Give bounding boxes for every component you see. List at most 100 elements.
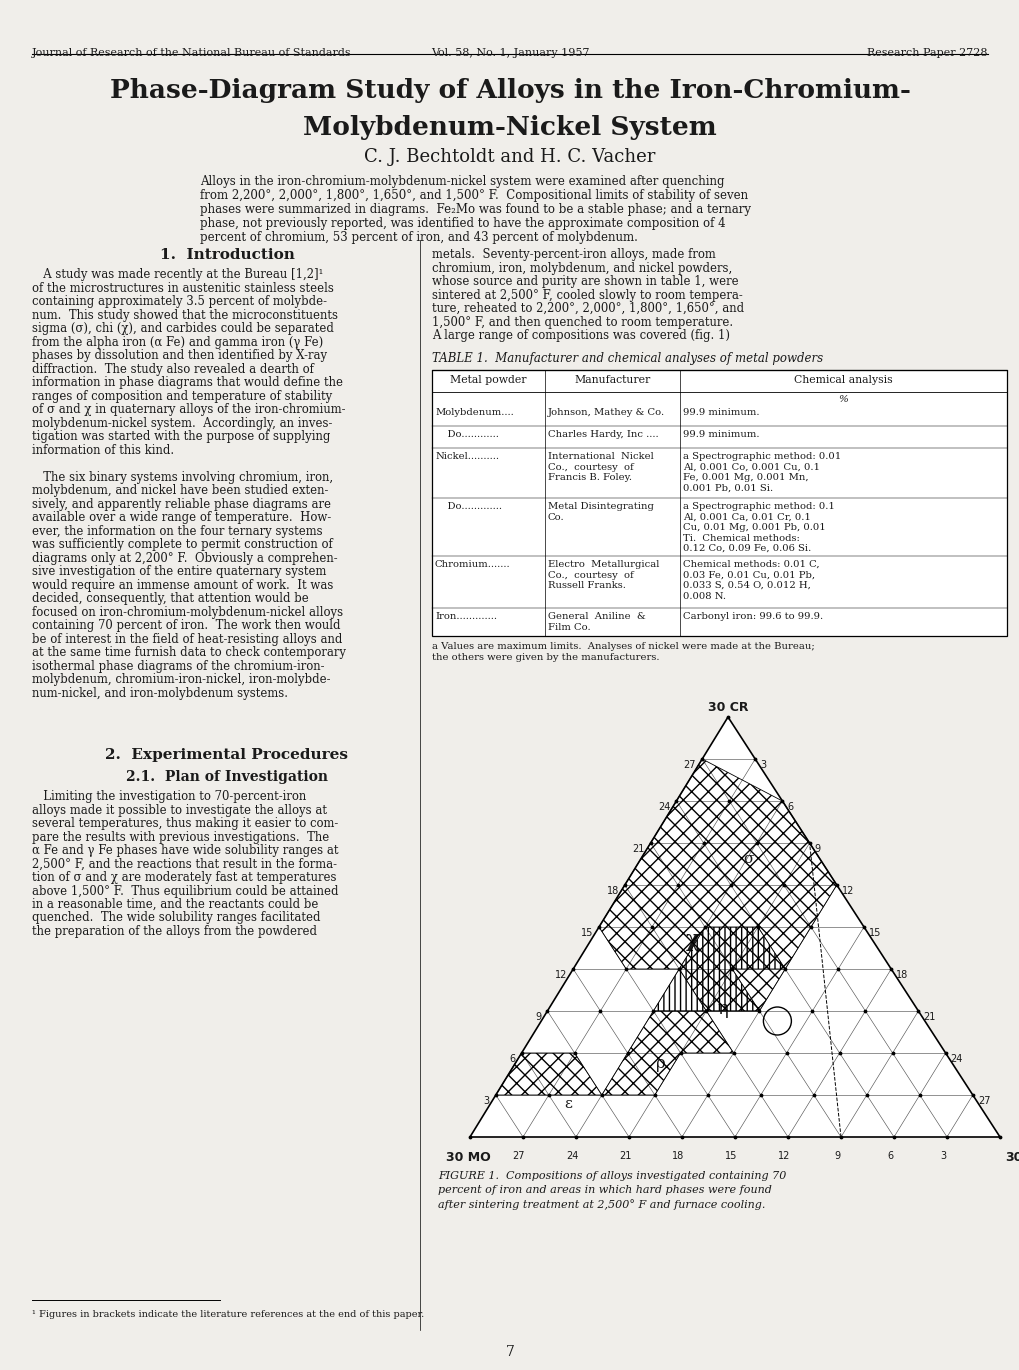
- Text: %: %: [838, 395, 848, 404]
- Text: a Spectrographic method: 0.01: a Spectrographic method: 0.01: [683, 452, 841, 460]
- Text: Chemical methods: 0.01 C,: Chemical methods: 0.01 C,: [683, 560, 819, 569]
- Text: 15: 15: [868, 927, 880, 938]
- Text: 24: 24: [566, 1151, 578, 1160]
- Text: 6: 6: [787, 801, 793, 812]
- Text: Do............: Do............: [434, 430, 498, 438]
- Text: 24: 24: [950, 1054, 962, 1064]
- Text: 21: 21: [619, 1151, 631, 1160]
- Text: 6: 6: [508, 1054, 515, 1064]
- Text: FIGURE 1.  Compositions of alloys investigated containing 70: FIGURE 1. Compositions of alloys investi…: [437, 1171, 786, 1181]
- Text: after sintering treatment at 2,500° F and furnace cooling.: after sintering treatment at 2,500° F an…: [437, 1199, 764, 1210]
- Text: 2.  Experimental Procedures: 2. Experimental Procedures: [105, 748, 348, 762]
- Text: Phase-Diagram Study of Alloys in the Iron-Chromium-: Phase-Diagram Study of Alloys in the Iro…: [109, 78, 910, 103]
- Text: ρ: ρ: [655, 1055, 665, 1071]
- Text: 7: 7: [505, 1345, 514, 1359]
- Text: diagrams only at 2,200° F.  Obviously a comprehen-: diagrams only at 2,200° F. Obviously a c…: [32, 552, 337, 564]
- Text: ever, the information on the four ternary systems: ever, the information on the four ternar…: [32, 525, 322, 537]
- Text: several temperatures, thus making it easier to com-: several temperatures, thus making it eas…: [32, 817, 338, 830]
- Text: 12: 12: [777, 1151, 790, 1160]
- Text: sigma (σ), chi (χ), and carbides could be separated: sigma (σ), chi (χ), and carbides could b…: [32, 322, 333, 336]
- Text: Metal Disintegrating: Metal Disintegrating: [547, 501, 653, 511]
- Text: molybdenum-nickel system.  Accordingly, an inves-: molybdenum-nickel system. Accordingly, a…: [32, 416, 332, 430]
- Text: Journal of Research of the National Bureau of Standards: Journal of Research of the National Bure…: [32, 48, 352, 58]
- Polygon shape: [470, 717, 999, 1137]
- Text: Johnson, Mathey & Co.: Johnson, Mathey & Co.: [547, 408, 664, 416]
- Text: Iron.............: Iron.............: [434, 612, 496, 621]
- Text: The six binary systems involving chromium, iron,: The six binary systems involving chromiu…: [32, 470, 333, 484]
- Text: phases by dissolution and then identified by X-ray: phases by dissolution and then identifie…: [32, 349, 327, 362]
- Text: Ti.  Chemical methods:: Ti. Chemical methods:: [683, 533, 799, 543]
- Text: 1.  Introduction: 1. Introduction: [159, 248, 294, 262]
- Text: be of interest in the field of heat-resisting alloys and: be of interest in the field of heat-resi…: [32, 633, 342, 645]
- Text: Chemical analysis: Chemical analysis: [794, 375, 892, 385]
- Text: tion of σ and χ are moderately fast at temperatures: tion of σ and χ are moderately fast at t…: [32, 871, 336, 884]
- Text: C. J. Bechtoldt and H. C. Vacher: C. J. Bechtoldt and H. C. Vacher: [364, 148, 655, 166]
- Text: num.  This study showed that the microconstituents: num. This study showed that the microcon…: [32, 308, 337, 322]
- Text: η: η: [716, 1000, 728, 1018]
- Text: 12: 12: [841, 886, 853, 896]
- Text: a Spectrographic method: 0.1: a Spectrographic method: 0.1: [683, 501, 835, 511]
- Text: TABLE 1.  Manufacturer and chemical analyses of metal powders: TABLE 1. Manufacturer and chemical analy…: [432, 352, 822, 364]
- Text: Fe, 0.001 Mg, 0.001 Mn,: Fe, 0.001 Mg, 0.001 Mn,: [683, 473, 808, 482]
- Text: 21: 21: [632, 844, 644, 854]
- Text: 0.12 Co, 0.09 Fe, 0.06 Si.: 0.12 Co, 0.09 Fe, 0.06 Si.: [683, 544, 810, 553]
- Text: ε: ε: [564, 1097, 572, 1111]
- Text: chromium, iron, molybdenum, and nickel powders,: chromium, iron, molybdenum, and nickel p…: [432, 262, 732, 274]
- Text: phases were summarized in diagrams.  Fe₂Mo was found to be a stable phase; and a: phases were summarized in diagrams. Fe₂M…: [200, 203, 750, 216]
- Text: 2.1.  Plan of Investigation: 2.1. Plan of Investigation: [126, 770, 328, 784]
- Text: percent of iron and areas in which hard phases were found: percent of iron and areas in which hard …: [437, 1185, 771, 1195]
- Text: Metal powder: Metal powder: [449, 375, 526, 385]
- Text: General  Aniline  &: General Aniline &: [547, 612, 645, 621]
- Text: sive investigation of the entire quaternary system: sive investigation of the entire quatern…: [32, 564, 326, 578]
- Text: the preparation of the alloys from the powdered: the preparation of the alloys from the p…: [32, 925, 317, 938]
- Text: decided, consequently, that attention would be: decided, consequently, that attention wo…: [32, 592, 309, 606]
- Text: 30 MO: 30 MO: [445, 1151, 490, 1164]
- Text: 27: 27: [513, 1151, 525, 1160]
- Text: Chromium.......: Chromium.......: [434, 560, 511, 569]
- Text: sintered at 2,500° F, cooled slowly to room tempera-: sintered at 2,500° F, cooled slowly to r…: [432, 289, 742, 301]
- Text: focused on iron-chromium-molybdenum-nickel alloys: focused on iron-chromium-molybdenum-nick…: [32, 606, 342, 618]
- Text: Vol. 58, No. 1, January 1957: Vol. 58, No. 1, January 1957: [430, 48, 589, 58]
- Text: Limiting the investigation to 70-percent-iron: Limiting the investigation to 70-percent…: [32, 790, 306, 803]
- Text: above 1,500° F.  Thus equilibrium could be attained: above 1,500° F. Thus equilibrium could b…: [32, 885, 338, 897]
- Text: Research Paper 2728: Research Paper 2728: [866, 48, 987, 58]
- Text: Carbonyl iron: 99.6 to 99.9.: Carbonyl iron: 99.6 to 99.9.: [683, 612, 822, 621]
- Text: 18: 18: [896, 970, 908, 980]
- Text: from the alpha iron (α Fe) and gamma iron (γ Fe): from the alpha iron (α Fe) and gamma iro…: [32, 336, 323, 348]
- Text: σ: σ: [742, 852, 752, 866]
- Text: available over a wide range of temperature.  How-: available over a wide range of temperatu…: [32, 511, 331, 523]
- Text: Francis B. Foley.: Francis B. Foley.: [547, 473, 632, 482]
- Text: pare the results with previous investigations.  The: pare the results with previous investiga…: [32, 830, 329, 844]
- Text: 9: 9: [814, 844, 820, 854]
- Text: percent of chromium, 53 percent of iron, and 43 percent of molybdenum.: percent of chromium, 53 percent of iron,…: [200, 232, 637, 244]
- Text: alloys made it possible to investigate the alloys at: alloys made it possible to investigate t…: [32, 803, 327, 817]
- Text: whose source and purity are shown in table 1, were: whose source and purity are shown in tab…: [432, 275, 738, 288]
- Text: Russell Franks.: Russell Franks.: [547, 581, 626, 590]
- Text: 24: 24: [657, 801, 669, 812]
- Text: 9: 9: [834, 1151, 840, 1160]
- Text: 0.001 Pb, 0.01 Si.: 0.001 Pb, 0.01 Si.: [683, 484, 772, 492]
- Text: in a reasonable time, and the reactants could be: in a reasonable time, and the reactants …: [32, 897, 318, 911]
- Bar: [432, 370, 1006, 636]
- Text: diffraction.  The study also revealed a dearth of: diffraction. The study also revealed a d…: [32, 363, 314, 375]
- Text: Al, 0.001 Ca, 0.01 Cr, 0.1: Al, 0.001 Ca, 0.01 Cr, 0.1: [683, 512, 810, 522]
- Text: the others were given by the manufacturers.: the others were given by the manufacture…: [432, 653, 659, 662]
- Text: 15: 15: [580, 927, 592, 938]
- Text: Electro  Metallurgical: Electro Metallurgical: [547, 560, 658, 569]
- Text: 3: 3: [759, 760, 765, 770]
- Text: ¹ Figures in brackets indicate the literature references at the end of this pape: ¹ Figures in brackets indicate the liter…: [32, 1310, 424, 1319]
- Text: num-nickel, and iron-molybdenum systems.: num-nickel, and iron-molybdenum systems.: [32, 686, 287, 700]
- Text: Charles Hardy, Inc ....: Charles Hardy, Inc ....: [547, 430, 658, 438]
- Text: Alloys in the iron-chromium-molybdenum-nickel system were examined after quenchi: Alloys in the iron-chromium-molybdenum-n…: [200, 175, 723, 188]
- Text: ranges of composition and temperature of stability: ranges of composition and temperature of…: [32, 389, 332, 403]
- Text: 1,500° F, and then quenched to room temperature.: 1,500° F, and then quenched to room temp…: [432, 315, 733, 329]
- Text: 2,500° F, and the reactions that result in the forma-: 2,500° F, and the reactions that result …: [32, 858, 336, 870]
- Text: of the microstructures in austenitic stainless steels: of the microstructures in austenitic sta…: [32, 281, 333, 295]
- Text: information of this kind.: information of this kind.: [32, 444, 174, 456]
- Text: 27: 27: [683, 760, 696, 770]
- Text: 21: 21: [922, 1012, 934, 1022]
- Text: A large range of compositions was covered (fig. 1): A large range of compositions was covere…: [432, 329, 730, 342]
- Text: 99.9 minimum.: 99.9 minimum.: [683, 408, 759, 416]
- Text: molybdenum, chromium-iron-nickel, iron-molybde-: molybdenum, chromium-iron-nickel, iron-m…: [32, 673, 330, 686]
- Text: tigation was started with the purpose of supplying: tigation was started with the purpose of…: [32, 430, 330, 443]
